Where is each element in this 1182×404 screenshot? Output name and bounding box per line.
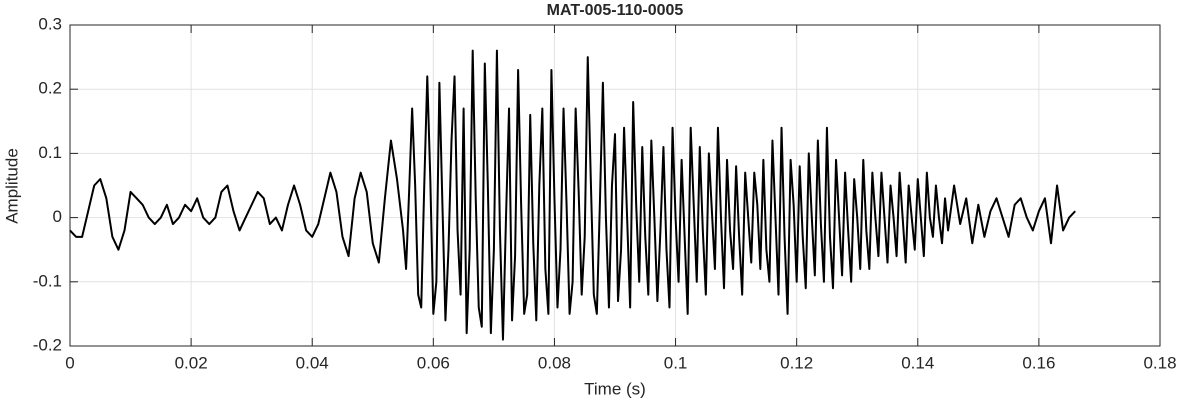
x-tick-label: 0.02 [175,353,208,372]
y-tick-label: 0.1 [38,143,62,162]
x-tick-label: 0.16 [1022,353,1055,372]
x-tick-label: 0 [65,353,74,372]
x-tick-label: 0.06 [417,353,450,372]
x-tick-label: 0.14 [901,353,934,372]
x-tick-label: 0.04 [296,353,329,372]
x-tick-label: 0.12 [780,353,813,372]
waveform-line [69,49,1076,341]
x-tick-label: 0.1 [664,353,688,372]
x-axis-label: Time (s) [584,379,646,398]
plot-frame [69,24,1161,347]
y-tick-label: -0.2 [33,335,62,354]
chart-title: MAT-005-110-0005 [547,2,684,19]
y-tick-label: -0.1 [33,271,62,290]
x-tick-label: 0.18 [1143,353,1176,372]
y-tick-label: 0 [53,207,62,226]
x-tick-label: 0.08 [538,353,571,372]
y-axis-label: Amplitude [2,148,21,224]
y-tick-label: 0.3 [38,14,62,33]
y-tick-label: 0.2 [38,79,62,98]
